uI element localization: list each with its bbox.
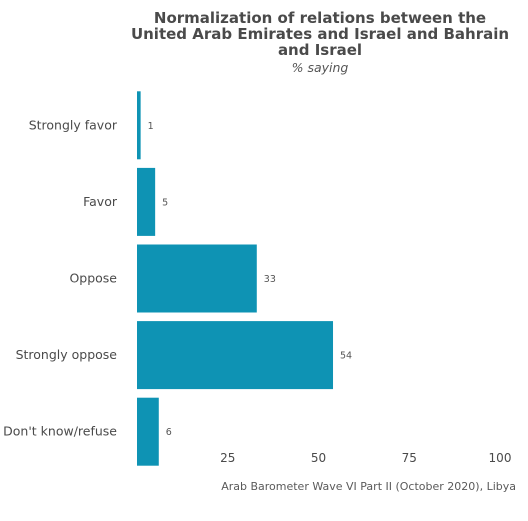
category-label-strongly-favor: Strongly favor — [29, 117, 118, 132]
category-label-strongly-oppose: Strongly oppose — [16, 347, 118, 362]
bar-favor — [137, 167, 156, 236]
data-label-strongly-favor: 1 — [148, 121, 154, 132]
data-label-oppose: 33 — [264, 274, 276, 285]
data-label-don-t-know-refuse: 6 — [166, 427, 172, 438]
x-tick-label-100: 100 — [489, 451, 512, 465]
chart-subtitle: % saying — [291, 60, 349, 75]
data-label-favor: 5 — [162, 197, 168, 208]
bar-oppose — [137, 244, 257, 313]
category-label-don-t-know-refuse: Don't know/refuse — [3, 424, 117, 439]
category-label-favor: Favor — [83, 194, 118, 209]
bar-strongly-favor — [137, 91, 141, 160]
x-tick-label-25: 25 — [220, 451, 235, 465]
x-tick-label-50: 50 — [311, 451, 326, 465]
x-tick-label-75: 75 — [402, 451, 417, 465]
chart-caption: Arab Barometer Wave VI Part II (October … — [221, 480, 516, 493]
category-label-oppose: Oppose — [69, 271, 117, 286]
bar-don-t-know-refuse — [137, 397, 159, 466]
bar-strongly-oppose — [137, 321, 334, 390]
chart-title: Normalization of relations between the U… — [130, 9, 510, 59]
data-label-strongly-oppose: 54 — [340, 351, 352, 362]
